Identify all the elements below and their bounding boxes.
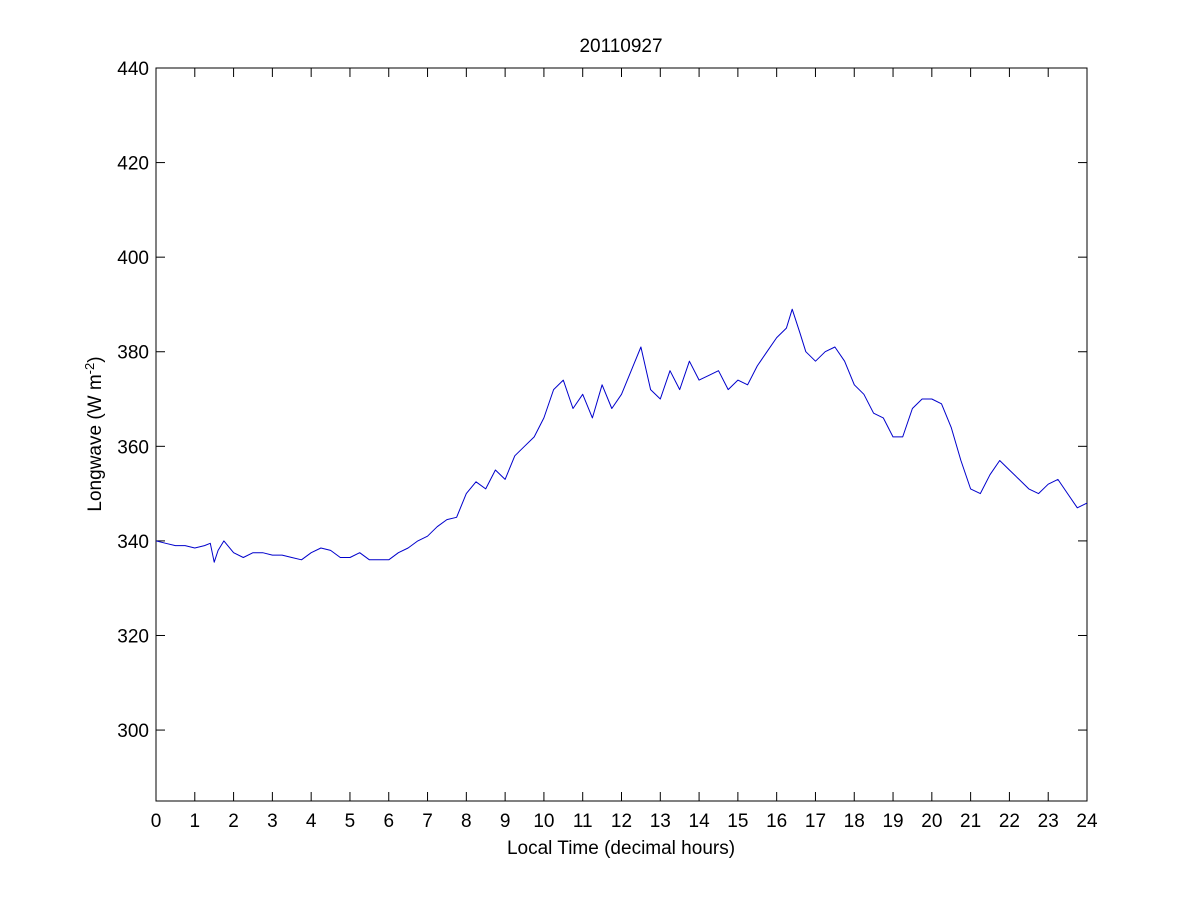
x-tick-label: 24 [1076,811,1098,832]
x-tick-label: 17 [805,811,826,832]
y-axis-label-tail: ) [85,356,106,362]
longwave-series-line [156,308,1087,563]
x-tick-label: 12 [611,811,632,832]
y-axis: 300 320 340 360 380 400 420 440 [117,59,1087,742]
y-tick-label: 440 [117,59,149,80]
y-axis-label-sup: -2 [82,363,97,375]
x-axis: 0 1 2 3 4 5 6 7 8 9 10 11 12 13 14 15 16 17 18 19 20 21 22 23 24 [151,68,1098,832]
x-tick-label: 13 [650,811,671,832]
x-tick-label: 5 [345,811,356,832]
x-tick-label: 23 [1038,811,1059,832]
y-tick-label: 320 [117,626,149,647]
y-tick-label: 420 [117,154,149,175]
x-tick-label: 10 [533,811,554,832]
x-tick-label: 19 [882,811,903,832]
x-tick-label: 1 [190,811,201,832]
x-tick-label: 0 [151,811,162,832]
x-tick-label: 4 [306,811,317,832]
x-tick-label: 2 [228,811,239,832]
x-tick-label: 9 [500,811,511,832]
plot-frame [155,67,1088,802]
x-tick-label: 22 [999,811,1020,832]
y-tick-label: 300 [117,721,149,742]
x-tick-label: 18 [844,811,865,832]
x-tick-label: 6 [383,811,394,832]
y-tick-label: 380 [117,343,149,364]
x-tick-label: 16 [766,811,787,832]
x-tick-label: 14 [689,811,711,832]
x-tick-label: 21 [960,811,981,832]
y-tick-label: 400 [117,248,149,269]
x-tick-label: 7 [422,811,433,832]
x-tick-label: 11 [573,811,593,832]
x-tick-label: 8 [461,811,472,832]
series-layer [156,308,1087,563]
x-axis-label: Local Time (decimal hours) [507,838,735,859]
x-tick-label: 15 [727,811,748,832]
y-axis-label-main: Longwave (W m [85,374,106,511]
x-tick-label: 3 [267,811,278,832]
y-tick-label: 340 [117,532,149,553]
x-tick-label: 20 [921,811,942,832]
y-axis-label: Longwave (W m-2) [82,356,106,511]
chart-title: 20110927 [579,36,662,57]
y-tick-label: 360 [117,437,149,458]
